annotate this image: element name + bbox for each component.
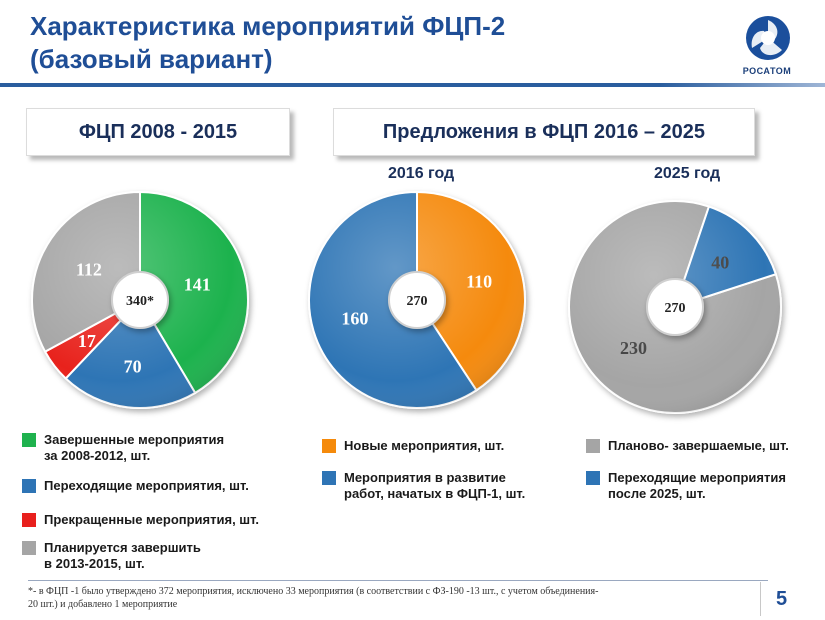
legend-item-development: Мероприятия в развитие работ, начатых в Ф… [322,470,525,502]
legend-item-after-2025: Переходящие мероприятия после 2025, шт. [586,470,786,502]
pie-center-badge [388,271,446,329]
year-label-2025: 2025 год [654,165,721,182]
slide-title-line2: (базовый вариант) [30,44,273,74]
pie-center-badge [111,271,169,329]
pie-2025: 230 40 270 [568,200,782,414]
pie-fcp-2008-2015: 141 70 17 112 340* [31,190,250,409]
page-number: 5 [776,588,788,610]
legend-item-new: Новые мероприятия, шт. [322,438,504,454]
legend-text: Мероприятия в развитие [344,470,506,485]
legend-swatch [22,433,36,447]
section-header-right: Предложения в ФЦП 2016 – 2025 [333,108,755,156]
pie-value-label: 230 [620,338,647,358]
slide-title: Характеристика мероприятий ФЦП-2 (базовы… [30,10,710,76]
legend-swatch [322,471,336,485]
legend-text: Завершенные мероприятия [44,432,225,447]
legend-text: Планово- завершаемые, шт. [608,438,789,453]
pie-value-label: 110 [466,271,492,291]
pie-2016: 110 160 270 [308,190,526,409]
rosatom-logo-icon [746,16,790,60]
pie-value-label: 17 [78,331,96,351]
pie-value-label: 141 [184,274,211,294]
legend-text: Новые мероприятия, шт. [344,438,505,453]
legend-text: работ, начатых в ФЦП-1, шт. [344,486,526,501]
legend-text: за 2008-2012, шт. [44,448,151,463]
pie-value-label: 112 [76,260,102,280]
footnote: *- в ФЦП -1 было утверждено 372 мероприя… [28,585,738,611]
logo-text: РОСАТОМ [742,66,792,76]
pie-value-label: 160 [341,309,368,329]
legend-text: Планируется завершить [44,540,201,555]
legend-item-transitional: Переходящие мероприятия, шт. [22,478,249,494]
title-divider [0,83,825,87]
legend-text: в 2013-2015, шт. [44,556,145,571]
legend-text: после 2025, шт. [608,486,706,501]
footnote-line2: 20 шт.) и добавлено 1 мероприятие [28,599,178,610]
footnote-line1: *- в ФЦП -1 было утверждено 372 мероприя… [28,586,599,597]
legend-text: Переходящие мероприятия, шт. [44,478,249,493]
slide-title-line1: Характеристика мероприятий ФЦП-2 [30,11,506,41]
pie-center-label: 270 [407,294,428,309]
legend-item-completed: Завершенные мероприятия за 2008-2012, шт. [22,432,224,464]
legend-swatch [322,439,336,453]
legend-text: Переходящие мероприятия [608,470,786,485]
pie-value-label: 40 [711,252,729,272]
legend-swatch [22,479,36,493]
footnote-divider [28,580,768,581]
section-header-left: ФЦП 2008 - 2015 [26,108,290,156]
legend-text: Прекращенные мероприятия, шт. [44,512,259,527]
page-number-divider [760,582,761,616]
year-label-2016: 2016 год [388,165,455,182]
pie-value-label: 70 [124,357,142,377]
legend-swatch [586,439,600,453]
legend-swatch [22,541,36,555]
legend-swatch [22,513,36,527]
pie-center-label: 270 [665,301,686,316]
pie-center-badge [646,278,704,336]
legend-item-planned-completion: Планово- завершаемые, шт. [586,438,789,454]
legend-swatch [586,471,600,485]
pie-center-label: 340* [126,294,154,309]
legend-item-planned: Планируется завершить в 2013-2015, шт. [22,540,201,572]
legend-item-terminated: Прекращенные мероприятия, шт. [22,512,259,528]
